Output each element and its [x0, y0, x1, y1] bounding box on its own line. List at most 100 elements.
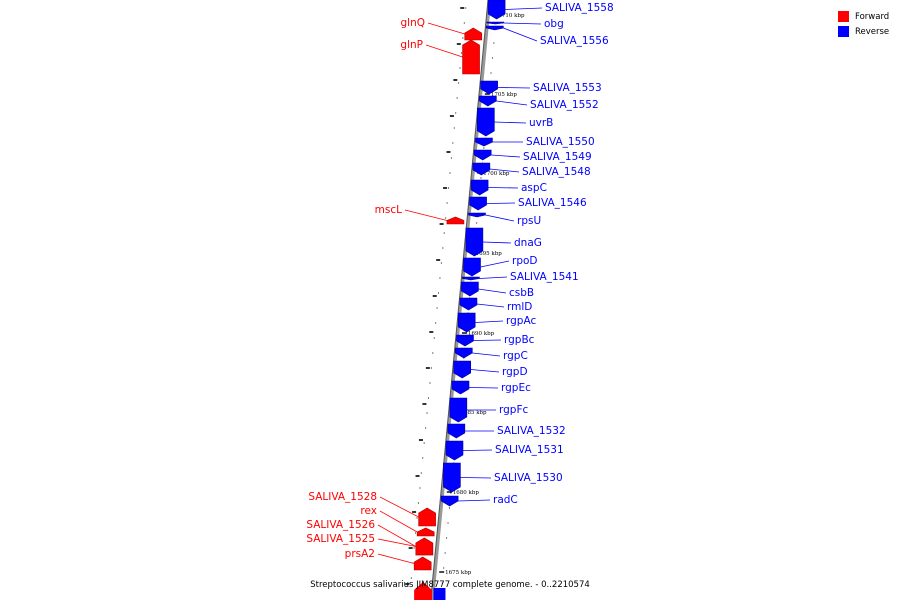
gene-label-aspc: aspC	[521, 182, 547, 194]
gene-label-saliva_1532: SALIVA_1532	[497, 425, 566, 437]
gene-arrow-aspc	[470, 179, 489, 196]
gene-label-saliva_1556: SALIVA_1556	[540, 35, 609, 47]
gene-arrow-prsa2	[413, 556, 432, 571]
gene-arrow-rex	[416, 527, 435, 537]
gene-connector	[496, 100, 528, 106]
gene-arrow-saliva_1528	[418, 507, 436, 527]
scale-label: 1690 kbp	[468, 331, 495, 337]
gene-label-rgpc: rgpC	[503, 350, 528, 362]
gene-label-saliva_1546: SALIVA_1546	[518, 197, 587, 209]
gene-arrow-saliva_1558	[487, 0, 506, 20]
gene-connector	[489, 168, 520, 173]
gene-arrow-rgpec	[451, 380, 470, 395]
gene-arrow-csbb	[461, 281, 479, 297]
gene-connector	[494, 121, 527, 124]
gene-connector	[377, 538, 416, 547]
scale-label: 1710 kbp	[498, 13, 525, 19]
gene-label-rgpd: rgpD	[502, 366, 528, 378]
genome-backbone-edge	[430, 0, 489, 600]
gene-label-saliva_1526: SALIVA_1526	[306, 519, 375, 531]
gene-connector	[462, 449, 493, 451]
gene-arrow-rgpfc	[449, 397, 468, 423]
gene-arrow-saliva_1548	[472, 162, 491, 176]
gene-label-rgpfc: rgpFc	[499, 404, 529, 416]
legend-label-reverse: Reverse	[855, 26, 890, 37]
gene-connector	[475, 320, 504, 323]
scale-label: 1705 kbp	[491, 92, 518, 98]
gene-label-obg: obg	[544, 18, 564, 30]
gene-arrow-glnq	[464, 27, 483, 41]
gene-label-saliva_1541: SALIVA_1541	[510, 271, 579, 283]
gene-arrow-saliva_1550	[475, 137, 493, 147]
gene-arrow-partial	[414, 582, 433, 600]
gene-arrow-obg	[486, 21, 505, 25]
legend: Forward Reverse	[838, 9, 889, 39]
gene-label-radc: radC	[493, 494, 518, 506]
gene-arrow-rpsu	[468, 212, 486, 218]
gene-label-csbb: csbB	[509, 287, 534, 299]
gene-label-uvrb: uvrB	[529, 117, 553, 129]
gene-label-rmld: rmlD	[507, 301, 532, 313]
gene-arrow-mscl	[446, 216, 465, 225]
gene-label-dnag: dnaG	[514, 237, 542, 249]
gene-arrow-rgpd	[453, 360, 472, 379]
gene-connector	[485, 214, 515, 222]
gene-label-glnq: glnQ	[400, 17, 425, 29]
legend-item-forward: Forward	[838, 9, 889, 24]
gene-label-prsa2: prsA2	[345, 548, 375, 560]
gene-label-saliva_1525: SALIVA_1525	[306, 533, 375, 545]
gene-label-rpod: rpoD	[512, 255, 538, 267]
gene-connector	[479, 276, 508, 279]
gene-connector	[377, 524, 417, 547]
gene-arrow-radc	[440, 495, 459, 507]
gene-connector	[377, 553, 415, 564]
gene-connector	[482, 241, 512, 244]
gene-connector	[473, 339, 502, 341]
gene-arrow-saliva_1553	[480, 80, 498, 95]
gene-label-rgpac: rgpAc	[506, 315, 536, 327]
gene-label-saliva_1553: SALIVA_1553	[533, 82, 602, 94]
gene-label-saliva_1549: SALIVA_1549	[523, 151, 592, 163]
gene-connector	[486, 202, 516, 204]
gene-arrow-saliva_1532	[447, 423, 466, 439]
legend-label-forward: Forward	[855, 11, 890, 22]
gene-arrow-partial	[433, 588, 446, 600]
gene-label-rpsu: rpsU	[517, 215, 541, 227]
gene-arrow-saliva_1531	[445, 440, 464, 461]
gene-label-rgpec: rgpEc	[501, 382, 531, 394]
gene-connector	[425, 44, 463, 58]
gene-connector	[472, 352, 501, 357]
gene-connector	[497, 87, 531, 89]
gene-arrow-saliva_1552	[479, 95, 497, 107]
gene-arrow-rpod	[463, 257, 481, 277]
gene-connector	[460, 477, 492, 479]
gene-label-saliva_1531: SALIVA_1531	[495, 444, 564, 456]
scale-label: 1680 kbp	[453, 490, 480, 496]
gene-connector	[480, 260, 510, 268]
gene-connector	[505, 7, 543, 10]
gene-arrow-saliva_1549	[473, 149, 492, 161]
gene-connector	[503, 22, 542, 25]
gene-connector	[488, 187, 519, 189]
gene-arrow-dnag	[465, 227, 484, 257]
gene-arrow-rgpac	[457, 312, 476, 333]
gene-connector	[458, 499, 491, 502]
gene-connector	[468, 387, 499, 389]
gene-connector	[470, 369, 500, 373]
scale-label: 1695 kbp	[476, 251, 503, 257]
gene-connector	[427, 22, 465, 35]
gene-arrow-rmld	[459, 297, 478, 311]
gene-label-saliva_1528: SALIVA_1528	[308, 491, 377, 503]
gene-label-saliva_1530: SALIVA_1530	[494, 472, 563, 484]
scale-label: 1685 kbp	[460, 410, 487, 416]
genome-caption: Streptococcus salivarius JIM8777 complet…	[310, 580, 590, 590]
gene-connector	[478, 288, 507, 294]
forward-swatch	[838, 11, 849, 22]
gene-label-rgpbc: rgpBc	[504, 334, 535, 346]
scale-label: 1675 kbp	[445, 570, 472, 576]
gene-arrow-saliva_1541	[462, 276, 480, 281]
gene-arrow-saliva_1546	[469, 196, 487, 211]
gene-arrow-rgpc	[454, 347, 473, 359]
